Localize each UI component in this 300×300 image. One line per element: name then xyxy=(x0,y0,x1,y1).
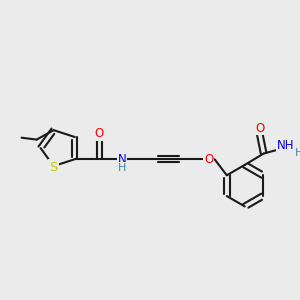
Text: H: H xyxy=(118,163,126,173)
Text: N: N xyxy=(118,153,126,166)
Text: NH: NH xyxy=(277,140,294,152)
Text: O: O xyxy=(95,127,104,140)
Text: O: O xyxy=(204,153,214,166)
Text: O: O xyxy=(255,122,265,134)
Text: H: H xyxy=(296,148,300,158)
Text: S: S xyxy=(50,160,58,173)
